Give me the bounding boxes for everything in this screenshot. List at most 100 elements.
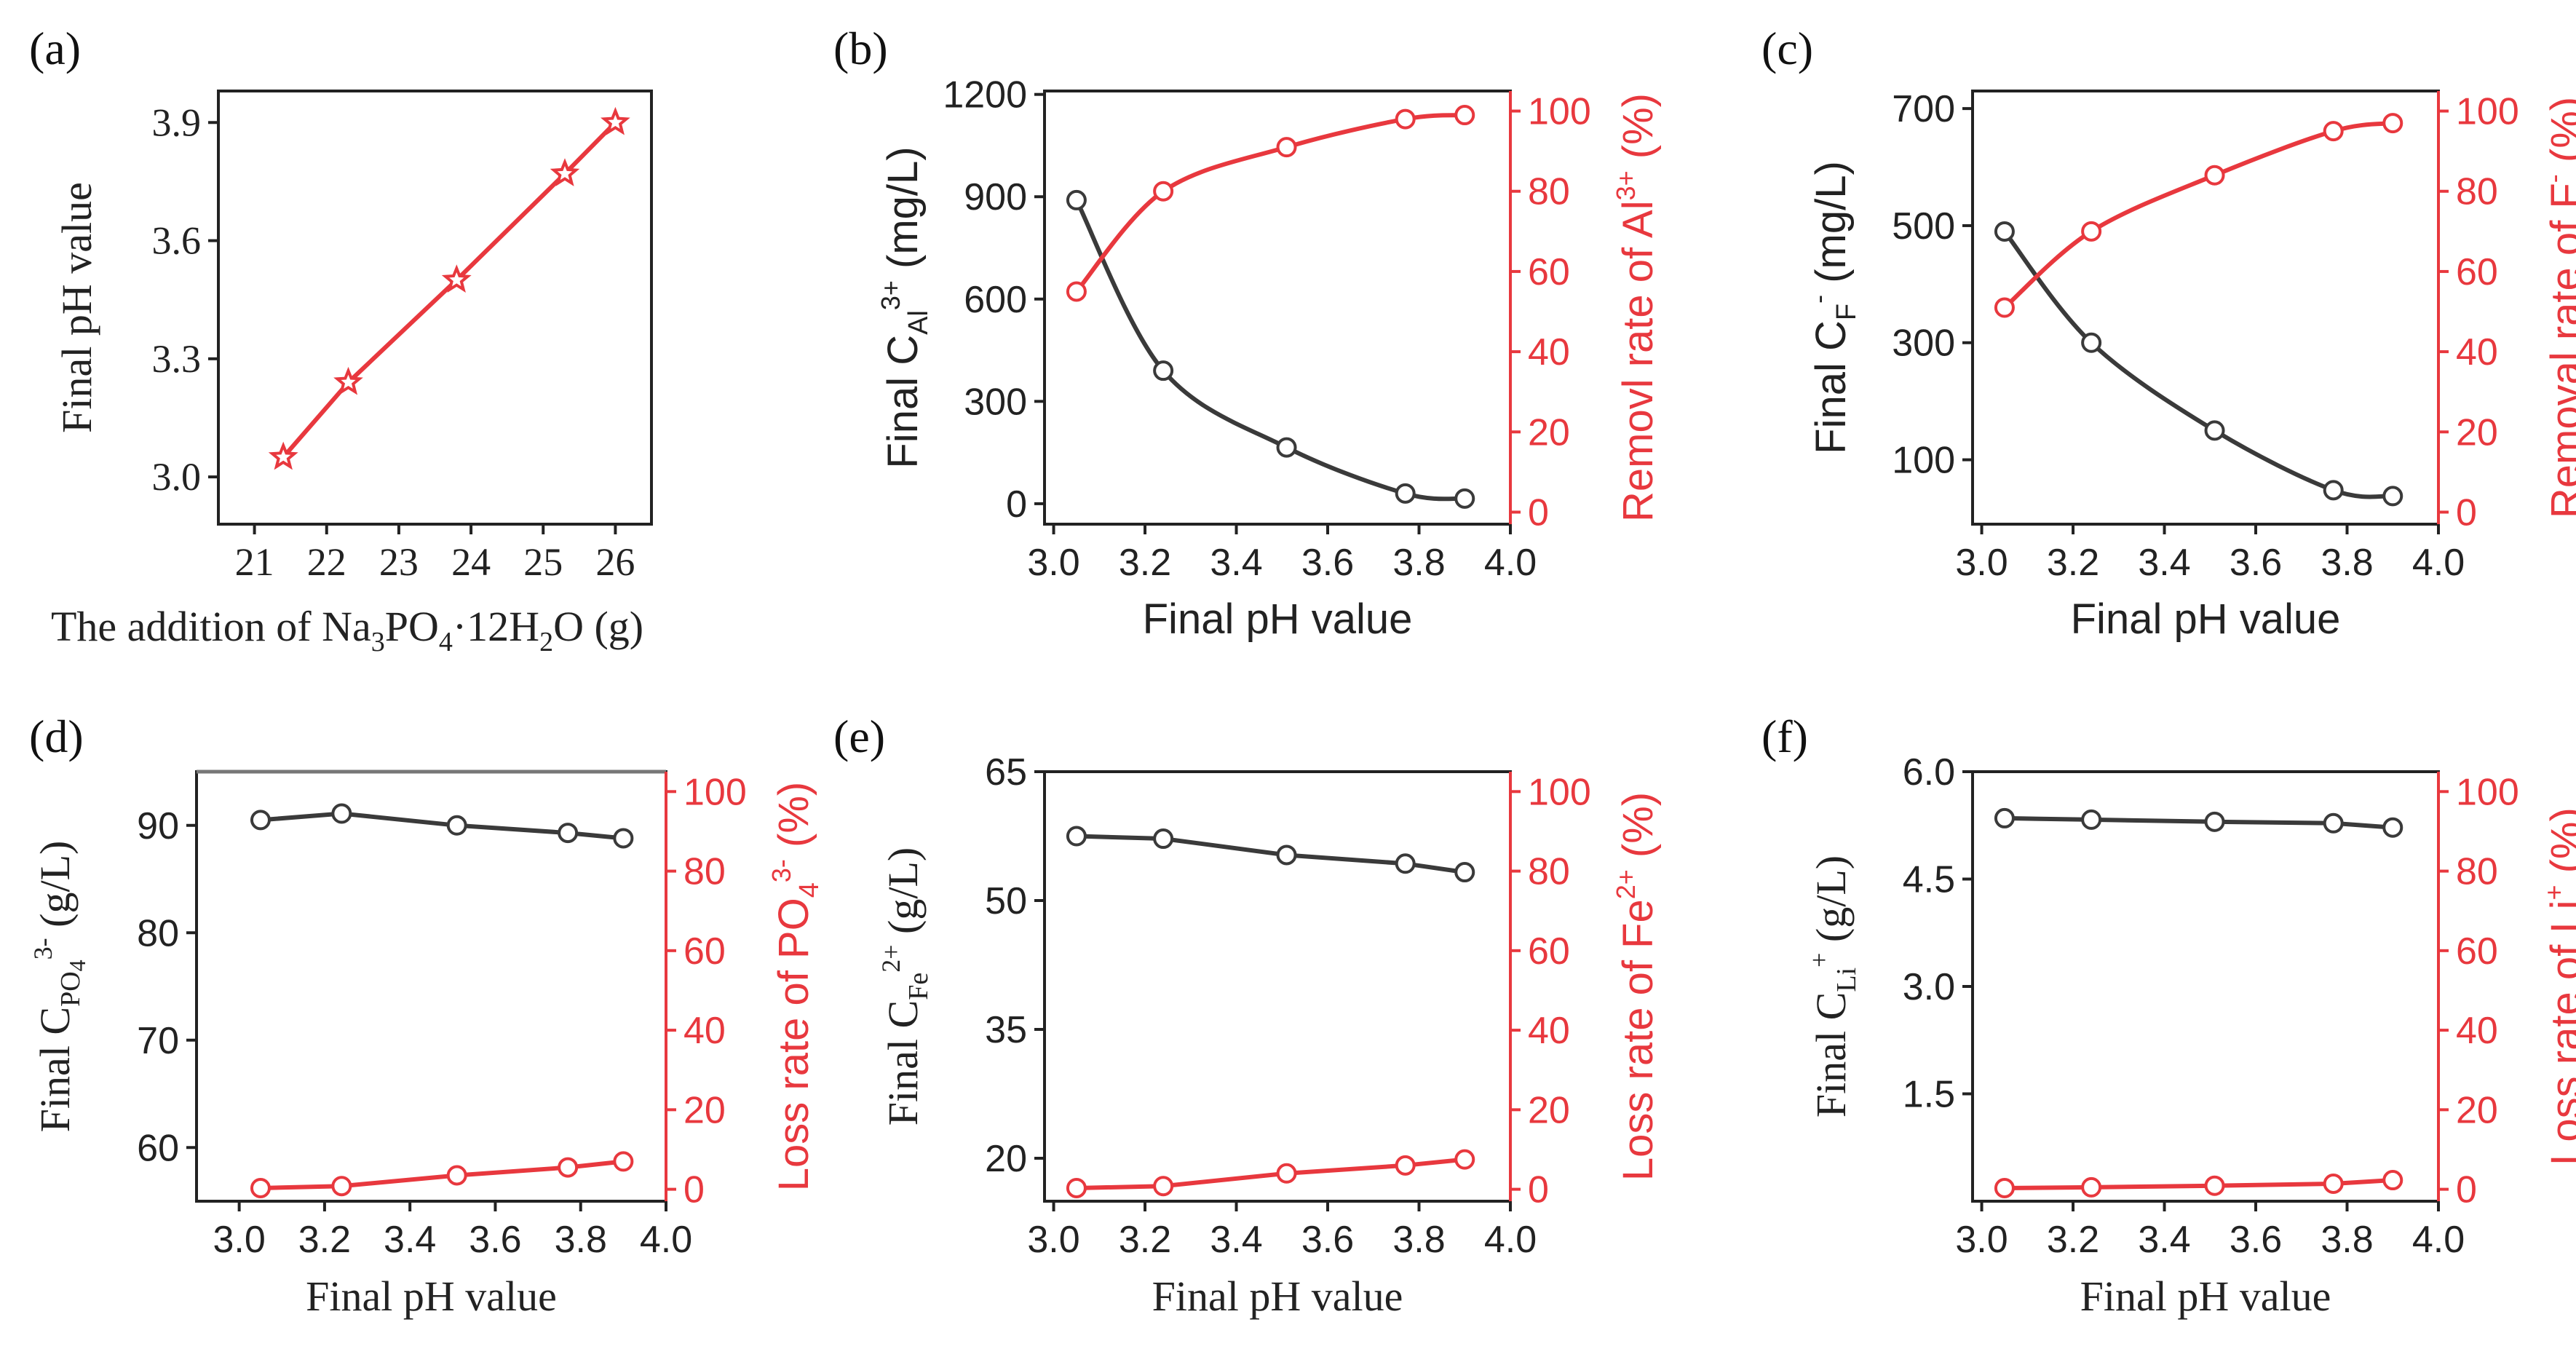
y-right-tick-label: 40 [2456,331,2498,373]
y-right-tick-label: 20 [1528,1089,1570,1131]
x-tick-label: 22 [307,540,346,584]
data-point [1276,844,1297,866]
data-point [1153,360,1174,381]
x-tick-label: 3.8 [1392,1219,1445,1261]
x-tick-label: 25 [523,540,563,584]
y-right-tick-label: 0 [2456,1169,2477,1211]
panel-f: 3.0 3.2 3.4 3.6 3.8 4.0 1.5 3.0 4.5 6.0 0 20 40 60 80 1… [1804,751,2576,1320]
plot-frame [1971,770,2440,1203]
y-tick-label: 4.5 [1903,859,1955,901]
series-line-red [2002,121,2393,309]
data-point [1994,221,2015,242]
y-right-tick-label: 80 [2456,851,2498,893]
data-point [331,1176,352,1197]
panel-e-label: (e) [833,711,886,762]
y-right-tick-label: 60 [683,930,726,973]
x-tick-label: 3.6 [469,1219,521,1261]
x-tick-label: 3.8 [2321,1219,2373,1261]
y-right-axis-label: Removl rate of Al3+ (%) [1611,93,1662,522]
data-point [2204,165,2225,186]
x-tick-label: 3.0 [1955,1219,2008,1261]
y-right-tick-label: 40 [2456,1010,2498,1052]
y-right-tick-label: 0 [683,1169,705,1211]
y-tick-label: 60 [137,1127,179,1169]
data-point [331,803,352,824]
data-point [2323,1173,2344,1194]
panel-b-label: (b) [833,23,888,74]
y-right-tick-label: 100 [683,771,747,813]
x-tick-label: 3.0 [1027,1219,1079,1261]
x-axis-label: Final pH value [1143,596,1413,643]
x-tick-label: 4.0 [1484,542,1537,584]
y-tick-label: 3.6 [152,219,202,263]
data-point [446,815,467,836]
data-point-star [268,441,298,470]
x-tick-label: 3.8 [1392,542,1445,584]
x-tick-label: 3.8 [2321,542,2373,584]
data-point [2323,121,2344,142]
data-point-star [601,106,630,135]
x-tick-label: 3.0 [1955,542,2008,584]
data-point [2382,113,2403,134]
x-tick-label: 3.2 [2047,542,2099,584]
y-right-tick-label: 20 [683,1089,726,1131]
y-tick-label: 65 [985,751,1027,794]
y-axis-label: Final CPO43- (g/L) [28,841,90,1133]
data-point [1153,1176,1174,1197]
x-tick-label: 3.4 [2138,542,2190,584]
x-tick-label: 3.4 [1210,542,1262,584]
data-point [2382,1170,2403,1191]
panel-f-label: (f) [1761,711,1808,762]
x-tick-label: 3.6 [2230,1219,2282,1261]
y-tick-label: 35 [985,1009,1027,1051]
y-axis-label: Final CLi+ (g/L) [1804,855,1862,1117]
data-point [250,810,271,831]
y-right-axis-label: Loss rate of Li+ (%) [2539,807,2576,1166]
x-tick-label: 3.2 [2047,1219,2099,1261]
y-right-tick-label: 100 [2456,771,2519,813]
data-point [1395,108,1416,130]
data-point [613,828,634,849]
y-tick-label: 0 [1006,483,1027,526]
y-tick-label: 100 [1892,440,1955,482]
y-tick-label: 3.0 [152,455,202,499]
y-tick-label: 90 [137,805,179,847]
plot-frame [217,90,653,526]
panel-e: 3.0 3.2 3.4 3.6 3.8 4.0 20 35 50 65 0 20 40 60 80 100 Fi… [876,751,1662,1320]
y-tick-label: 20 [985,1138,1027,1180]
data-point [1066,281,1087,302]
y-right-tick-label: 40 [1528,1010,1570,1052]
y-axis-label: Final CFe2+ (g/L) [876,847,934,1125]
x-tick-label: 4.0 [640,1219,692,1261]
x-axis-label: Final pH value [1152,1273,1403,1320]
y-right-tick-label: 60 [1528,251,1570,293]
panel-b: 3.0 3.2 3.4 3.6 3.8 4.0 0 300 600 900 1200 0 20 40 60 8… [876,74,1662,643]
data-point [1454,862,1475,883]
data-point [1276,1163,1297,1184]
y-tick-label: 500 [1892,205,1955,248]
data-point [2081,1176,2102,1198]
data-point-star [550,158,580,186]
y-axis-label: Final pH value [53,182,100,433]
x-axis-label: The addition of Na3PO4·12H2O (g) [51,603,643,657]
x-tick-label: 3.2 [1119,542,1171,584]
x-tick-label: 3.8 [555,1219,607,1261]
data-point [1994,1177,2015,1198]
x-tick-label: 3.6 [1301,542,1354,584]
y-right-tick-label: 40 [683,1010,726,1052]
data-point [1153,828,1174,850]
x-tick-label: 4.0 [2412,1219,2465,1261]
y-right-axis-label: Loss rate of Fe2+ (%) [1611,792,1662,1181]
y-right-tick-label: 60 [2456,930,2498,973]
y-right-tick-label: 20 [2456,411,2498,454]
data-point [1066,1177,1087,1198]
y-tick-label: 300 [964,381,1027,423]
x-axis-label: Final pH value [2080,1273,2331,1320]
panel-a-label: (a) [29,23,82,74]
x-tick-label: 23 [379,540,419,584]
y-right-axis-label: Removal rate of F- (%) [2539,97,2576,518]
y-right-tick-label: 20 [1528,411,1570,454]
data-point [250,1177,271,1198]
data-point [446,1165,467,1186]
